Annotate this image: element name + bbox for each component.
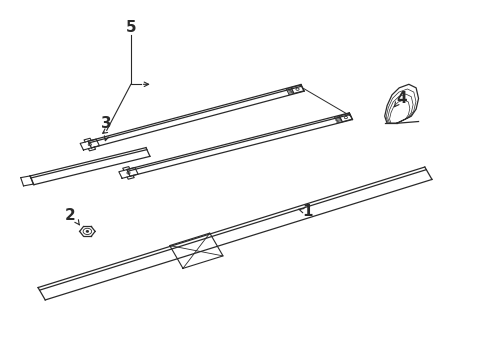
Text: 5: 5 bbox=[125, 20, 136, 35]
Text: 3: 3 bbox=[101, 116, 112, 131]
Text: 4: 4 bbox=[395, 91, 406, 106]
Text: 2: 2 bbox=[65, 208, 76, 223]
Circle shape bbox=[86, 231, 88, 232]
Text: 1: 1 bbox=[302, 204, 312, 219]
